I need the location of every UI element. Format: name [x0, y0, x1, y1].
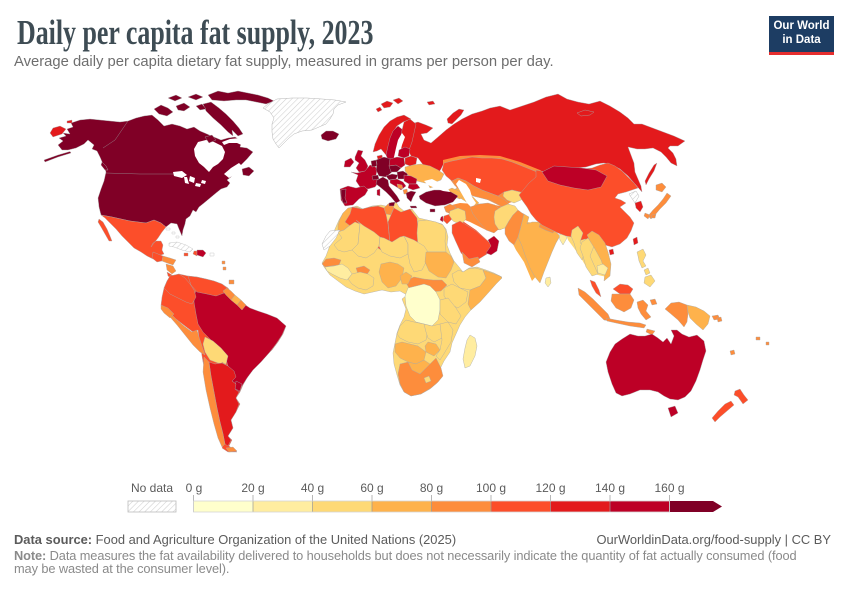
svg-text:20 g: 20 g — [241, 481, 264, 495]
svg-text:100 g: 100 g — [476, 481, 506, 495]
svg-text:160 g: 160 g — [654, 481, 684, 495]
svg-text:40 g: 40 g — [301, 481, 324, 495]
svg-text:80 g: 80 g — [420, 481, 443, 495]
svg-text:140 g: 140 g — [595, 481, 625, 495]
svg-text:0 g: 0 g — [186, 481, 203, 495]
svg-text:120 g: 120 g — [535, 481, 565, 495]
svg-text:No data: No data — [131, 481, 173, 495]
svg-text:60 g: 60 g — [360, 481, 383, 495]
